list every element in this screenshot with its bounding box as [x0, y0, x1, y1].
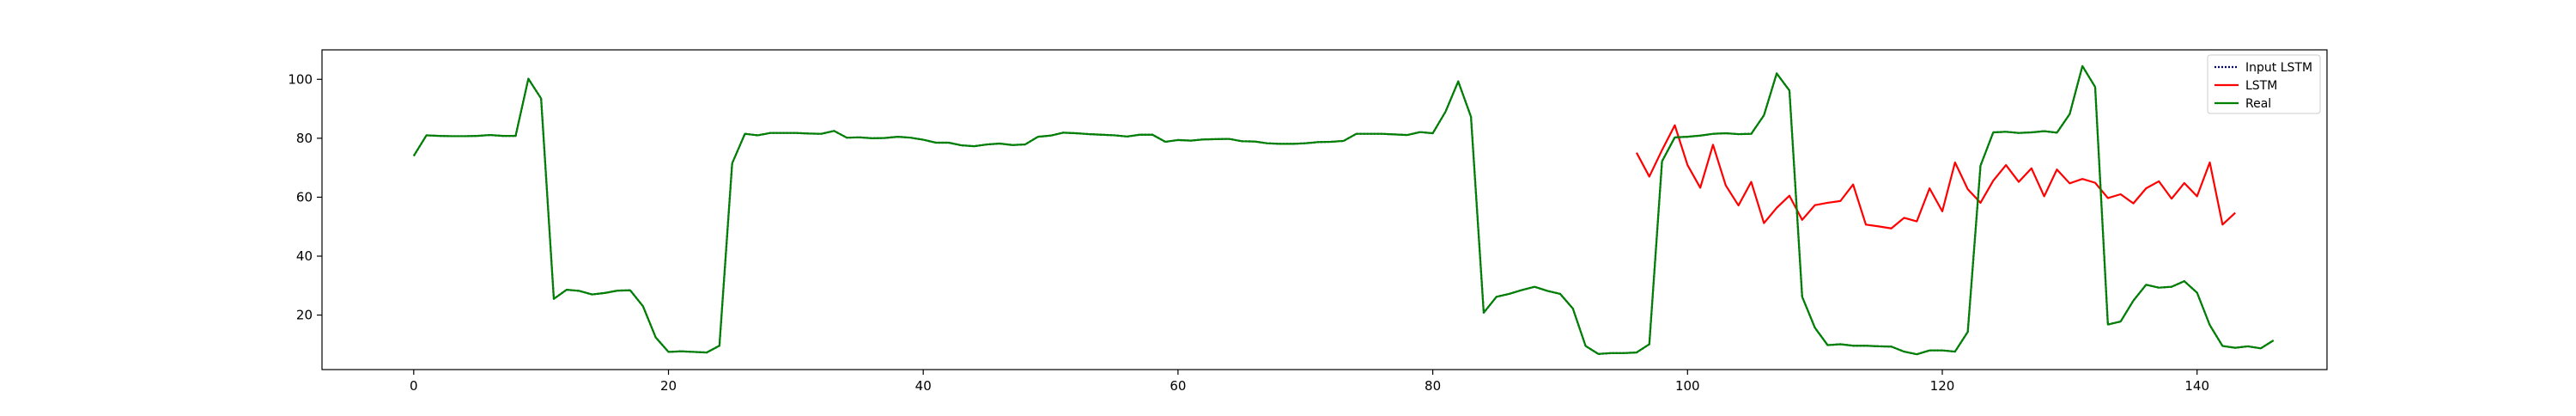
y-tick-label: 40	[296, 248, 313, 264]
y-tick-label: 60	[296, 189, 313, 205]
legend-label: LSTM	[2245, 79, 2277, 93]
plot-area-frame	[321, 49, 2328, 370]
x-tick-label: 60	[1170, 378, 1186, 394]
legend-label: Real	[2245, 97, 2271, 111]
series-line-real	[412, 64, 2275, 356]
series-layer	[412, 64, 2275, 356]
x-tick-label: 20	[660, 378, 677, 394]
x-tick-label: 80	[1425, 378, 1441, 394]
x-tick-label: 40	[915, 378, 932, 394]
x-tick-label: 140	[2184, 378, 2209, 394]
x-tick-label: 120	[1930, 378, 1955, 394]
series-line-lstm	[1635, 124, 2236, 229]
legend: Input LSTM LSTM Real	[2207, 54, 2321, 114]
x-tick-label: 100	[1675, 378, 1700, 394]
y-tick-label: 100	[288, 71, 313, 87]
x-tick-label: 0	[410, 378, 418, 394]
y-tick-label: 20	[296, 308, 313, 323]
legend-box	[2207, 54, 2321, 114]
y-axis: 20 40 60 80 100	[288, 71, 322, 323]
legend-label: Input LSTM	[2245, 61, 2312, 75]
x-axis: 0 20 40 60 80 100 120 140	[410, 370, 2209, 394]
y-tick-label: 80	[296, 131, 313, 146]
